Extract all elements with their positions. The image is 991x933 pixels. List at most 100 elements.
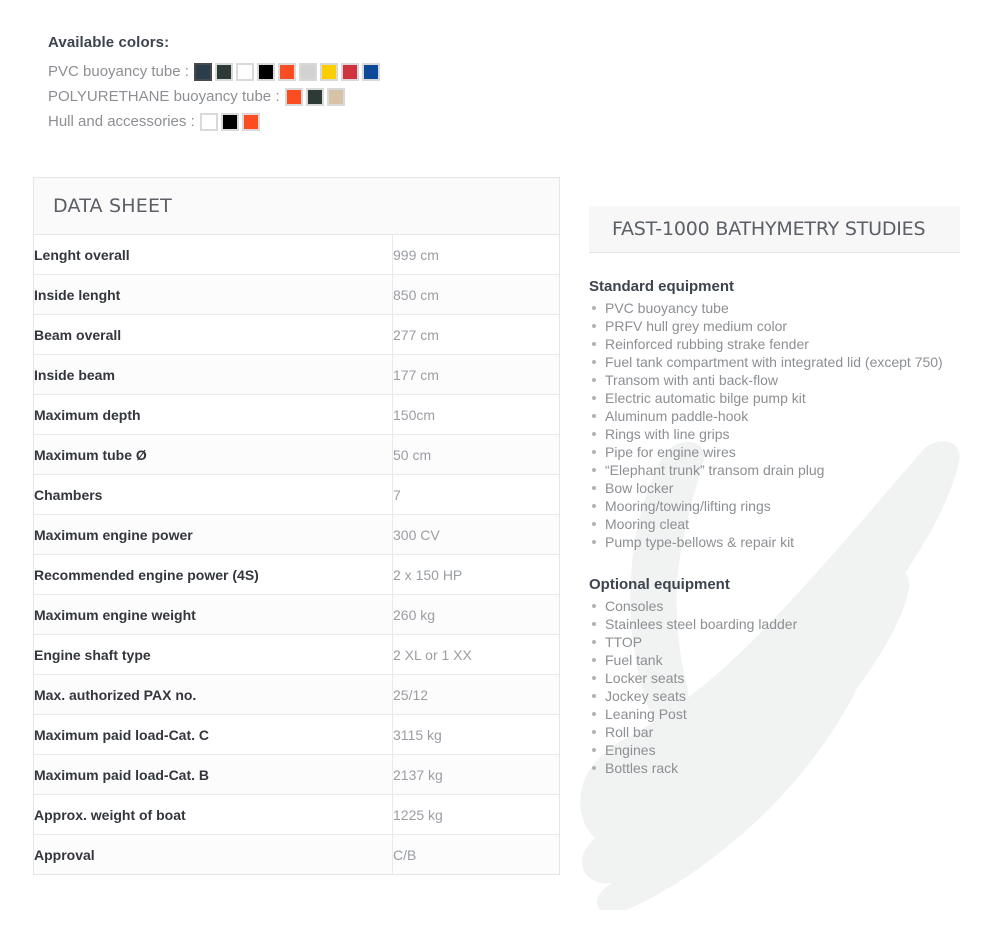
data-sheet-row-value: 3115 kg — [392, 714, 559, 755]
table-row: Approval C/B — [34, 834, 559, 874]
data-sheet-row-label: Lenght overall — [34, 235, 393, 275]
list-item: Reinforced rubbing strake fender — [589, 335, 960, 353]
color-row-polyurethane-buoyancy-tube: POLYURETHANE buoyancy tube : — [48, 85, 383, 108]
table-row: Maximum paid load-Cat. C 3115 kg — [34, 714, 559, 755]
data-sheet-row-value: 7 — [392, 474, 559, 515]
data-sheet-title: DATA SHEET — [34, 178, 559, 235]
list-item: Mooring/towing/lifting rings — [589, 497, 960, 515]
list-item: Stainlees steel boarding ladder — [589, 615, 960, 633]
data-sheet-row-label: Approx. weight of boat — [34, 794, 393, 835]
available-colors-block: Available colors: PVC buoyancy tube : POL… — [48, 34, 383, 135]
color-swatch-dark-green-grey[interactable] — [305, 87, 324, 106]
bathymetry-studies-panel: FAST-1000 BATHYMETRY STUDIES Standard eq… — [589, 206, 960, 777]
color-swatch-yellow[interactable] — [319, 62, 338, 81]
data-sheet-table: Lenght overall 999 cm Inside lenght 850 cm B… — [34, 235, 559, 874]
table-row: Engine shaft type 2 XL or 1 XX — [34, 634, 559, 675]
data-sheet-row-label: Chambers — [34, 474, 393, 515]
swatch-group-pvc-buoyancy-tube — [193, 62, 383, 81]
table-row: Lenght overall 999 cm — [34, 235, 559, 275]
color-row-label: PVC buoyancy tube : — [48, 63, 189, 80]
color-swatch-dark-green-grey[interactable] — [214, 62, 233, 81]
color-swatch-orange-red[interactable] — [284, 87, 303, 106]
color-swatch-dark-slate[interactable] — [193, 62, 212, 81]
list-item: Rings with line grips — [589, 425, 960, 443]
list-item: Bow locker — [589, 479, 960, 497]
list-item: Aluminum paddle-hook — [589, 407, 960, 425]
table-row: Maximum engine power 300 CV — [34, 514, 559, 555]
table-row: Inside beam 177 cm — [34, 354, 559, 395]
optional-equipment-title: Optional equipment — [589, 576, 730, 593]
data-sheet-row-value: 2 x 150 HP — [392, 554, 559, 595]
table-row: Approx. weight of boat 1225 kg — [34, 794, 559, 835]
list-item: “Elephant trunk” transom drain plug — [589, 461, 960, 479]
list-item: Pipe for engine wires — [589, 443, 960, 461]
data-sheet-row-label: Beam overall — [34, 314, 393, 355]
color-swatch-crimson-red[interactable] — [340, 62, 359, 81]
data-sheet-row-value: C/B — [393, 846, 417, 863]
table-row: Maximum tube Ø 50 cm — [34, 434, 559, 475]
data-sheet-row-label: Maximum paid load-Cat. C — [34, 714, 393, 755]
table-row: Beam overall 277 cm — [34, 314, 559, 355]
list-item: Jockey seats — [589, 687, 960, 705]
data-sheet-row-label: Inside beam — [34, 354, 393, 395]
color-rows-container: PVC buoyancy tube : POLYURETHANE buoyancy… — [48, 60, 383, 133]
color-row-label: POLYURETHANE buoyancy tube : — [48, 88, 280, 105]
list-item: Fuel tank — [589, 651, 960, 669]
data-sheet-row-value: 150cm — [392, 394, 559, 435]
table-row: Recommended engine power (4S) 2 x 150 HP — [34, 554, 559, 595]
color-swatch-tan-beige[interactable] — [326, 87, 345, 106]
data-sheet-row-label: Max. authorized PAX no. — [34, 674, 393, 715]
bathymetry-panel-title: FAST-1000 BATHYMETRY STUDIES — [612, 218, 926, 240]
data-sheet-panel: DATA SHEET Lenght overall 999 cm Inside le… — [33, 177, 560, 875]
data-sheet-row-label: Maximum depth — [34, 394, 393, 435]
data-sheet-row-label: Recommended engine power (4S) — [34, 554, 393, 595]
data-sheet-row-value: 25/12 — [392, 674, 559, 715]
data-sheet-row-label: Maximum engine weight — [34, 594, 393, 635]
color-swatch-white[interactable] — [199, 112, 218, 131]
list-item: Engines — [589, 741, 960, 759]
color-row-pvc-buoyancy-tube: PVC buoyancy tube : — [48, 60, 383, 83]
standard-equipment-title: Standard equipment — [589, 278, 735, 295]
color-swatch-light-grey[interactable] — [298, 62, 317, 81]
standard-equipment-list: PVC buoyancy tube PRFV hull grey medium c… — [589, 299, 960, 551]
swatch-group-hull-and-accessories — [199, 112, 263, 131]
data-sheet-row-value: 999 cm — [392, 235, 559, 275]
data-sheet-row-value: 277 cm — [392, 314, 559, 355]
table-row: Maximum engine weight 260 kg — [34, 594, 559, 635]
color-swatch-navy-blue[interactable] — [361, 62, 380, 81]
data-sheet-row-label: Maximum engine power — [34, 514, 393, 555]
swatch-group-polyurethane-buoyancy-tube — [284, 87, 348, 106]
table-row: Maximum paid load-Cat. B 2137 kg — [34, 754, 559, 795]
color-row-hull-and-accessories: Hull and accessories : — [48, 110, 383, 133]
data-sheet-row-value: 300 CV — [392, 514, 559, 555]
color-swatch-black[interactable] — [256, 62, 275, 81]
table-row: Chambers 7 — [34, 474, 559, 515]
color-row-label: Hull and accessories : — [48, 113, 195, 130]
data-sheet-row-value: 177 cm — [392, 354, 559, 395]
data-sheet-row-label: Maximum paid load-Cat. B — [34, 754, 393, 795]
table-row: Maximum depth 150cm — [34, 394, 559, 435]
data-sheet-row-label: Inside lenght — [34, 274, 393, 315]
color-swatch-black[interactable] — [220, 112, 239, 131]
data-sheet-row-value: 2 XL or 1 XX — [392, 634, 559, 675]
optional-equipment-list: Consoles Stainlees steel boarding ladder T… — [589, 597, 960, 777]
list-item: PRFV hull grey medium color — [589, 317, 960, 335]
list-item: Bottles rack — [589, 759, 960, 777]
color-swatch-white[interactable] — [235, 62, 254, 81]
list-item: Fuel tank compartment with integrated li… — [589, 353, 960, 371]
list-item: Roll bar — [589, 723, 960, 741]
list-item: Leaning Post — [589, 705, 960, 723]
data-sheet-row-value: 50 cm — [392, 434, 559, 475]
data-sheet-row-label: Maximum tube Ø — [34, 434, 393, 475]
list-item: TTOP — [589, 633, 960, 651]
color-swatch-orange-red[interactable] — [277, 62, 296, 81]
color-swatch-orange-red[interactable] — [241, 112, 260, 131]
data-sheet-row-value: 1225 kg — [392, 794, 559, 835]
list-item: Mooring cleat — [589, 515, 960, 533]
table-row: Max. authorized PAX no. 25/12 — [34, 674, 559, 715]
data-sheet-row-label: Engine shaft type — [34, 634, 393, 675]
list-item: Consoles — [589, 597, 960, 615]
list-item: Transom with anti back-flow — [589, 371, 960, 389]
data-sheet-row-value: 260 kg — [392, 594, 559, 635]
list-item: Pump type-bellows & repair kit — [589, 533, 960, 551]
